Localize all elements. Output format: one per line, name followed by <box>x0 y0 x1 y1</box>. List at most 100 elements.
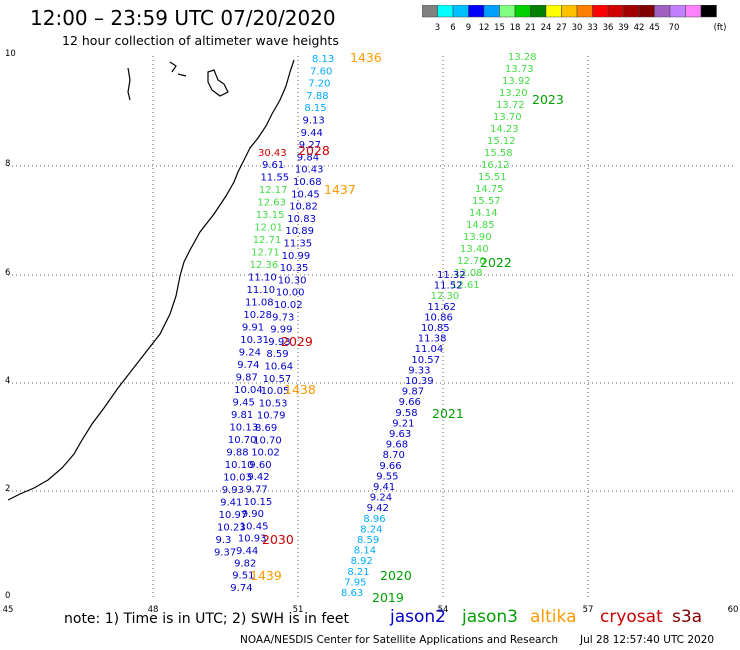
swh-label: 13.70 <box>493 112 522 123</box>
pass-number: 1437 <box>324 182 356 197</box>
swh-label: 11.52 <box>434 281 463 292</box>
swh-label: 11.32 <box>437 270 466 281</box>
swh-label: 10.04 <box>234 385 263 396</box>
swh-label: 9.74 <box>237 360 259 371</box>
swh-label: 15.57 <box>472 196 501 207</box>
swh-label: 14.14 <box>469 208 498 219</box>
swh-label: 11.38 <box>418 334 447 345</box>
swh-label: 9.42 <box>367 503 389 514</box>
scale-swatch <box>700 5 717 18</box>
swh-label: 10.35 <box>280 263 309 274</box>
swh-label: 12.71 <box>251 248 280 259</box>
swh-label: 7.60 <box>310 66 332 77</box>
swh-label: 9.90 <box>242 509 264 520</box>
x-tick-label: 45 <box>3 605 14 615</box>
island-outline <box>207 69 229 97</box>
y-tick-label: 6 <box>5 268 10 278</box>
swh-label: 8.69 <box>255 423 277 434</box>
swh-label: 9.41 <box>373 482 395 493</box>
swh-label: 12.70 <box>457 256 486 267</box>
scale-label: 42 <box>634 23 645 33</box>
scale-label: 3 <box>435 23 440 33</box>
swh-label: 8.96 <box>363 514 385 525</box>
swh-label: 10.70 <box>228 435 257 446</box>
x-tick-label: 54 <box>438 605 449 615</box>
swh-label: 12.08 <box>454 268 483 279</box>
swh-label: 13.40 <box>460 244 489 255</box>
swh-label: 9.3 <box>216 535 232 546</box>
island-outline <box>169 61 187 77</box>
scale-label: 6 <box>450 23 455 33</box>
swh-label: 9.99 <box>270 325 292 336</box>
swh-label: 11.55 <box>260 173 289 184</box>
swh-label: 9.93 <box>268 337 290 348</box>
footnote: note: 1) Time is in UTC; 2) SWH is in fe… <box>64 611 350 627</box>
scale-label: 45 <box>649 23 660 33</box>
swh-label: 10.23 <box>217 523 246 534</box>
swh-label: 11.62 <box>427 302 456 313</box>
swh-label: 10.45 <box>291 189 320 200</box>
swh-label: 8.15 <box>304 103 326 114</box>
swh-label: 10.02 <box>251 448 280 459</box>
cryosat-label: 30.43 <box>258 148 287 159</box>
scale-label: 15 <box>494 23 505 33</box>
swh-label: 10.79 <box>257 411 286 422</box>
pass-number: 1438 <box>284 382 316 397</box>
swh-label: 8.59 <box>266 349 288 360</box>
swh-label: 9.63 <box>389 429 411 440</box>
swh-label: 8.13 <box>312 54 334 65</box>
swh-label: 13.15 <box>256 210 285 221</box>
swh-label: 13.73 <box>505 64 534 75</box>
x-tick-label: 60 <box>728 605 739 615</box>
swh-label: 11.08 <box>245 298 274 309</box>
swh-label: 9.24 <box>370 493 392 504</box>
pass-number: 1436 <box>350 50 382 65</box>
timestamp: Jul 28 12:57:40 UTC 2020 <box>580 634 715 646</box>
y-tick-label: 2 <box>5 484 10 494</box>
swh-label: 15.12 <box>487 136 516 147</box>
grid-lines <box>8 56 733 600</box>
swh-label: 10.93 <box>238 534 267 545</box>
legend-jason2: jason2 <box>390 607 446 627</box>
pass-number: 1439 <box>250 568 282 583</box>
swh-label: 9.37 <box>214 548 236 559</box>
swh-label: 9.81 <box>231 410 253 421</box>
scale-label: 21 <box>525 23 536 33</box>
swh-label: 10.03 <box>223 473 252 484</box>
swh-label: 10.31 <box>240 335 269 346</box>
x-tick-label: 51 <box>293 605 304 615</box>
swh-label: 10.82 <box>289 202 318 213</box>
swh-label: 10.57 <box>411 355 440 366</box>
legend-s3a: s3a <box>672 607 703 627</box>
legend-jason3: jason3 <box>462 607 518 627</box>
swh-label: 9.58 <box>395 408 417 419</box>
swh-label: 9.41 <box>220 498 242 509</box>
swh-label: 10.05 <box>261 386 290 397</box>
swh-label: 9.84 <box>297 152 319 163</box>
swh-label: 10.00 <box>276 288 305 299</box>
swh-label: 9.21 <box>392 418 414 429</box>
scale-label: 12 <box>479 23 490 33</box>
y-tick-label: 0 <box>5 591 10 601</box>
swh-label: 9.74 <box>230 583 252 594</box>
swh-label: 9.27 <box>299 140 321 151</box>
swh-label: 10.97 <box>219 510 248 521</box>
page-title: 12:00 – 23:59 UTC 07/20/2020 <box>30 6 336 30</box>
swh-label: 12.36 <box>250 260 279 271</box>
swh-label: 10.30 <box>278 275 307 286</box>
swh-label: 13.92 <box>502 76 531 87</box>
swh-label: 11.04 <box>415 344 444 355</box>
scale-label: 36 <box>603 23 614 33</box>
swh-label: 13.90 <box>463 232 492 243</box>
legend-altika: altika <box>530 607 577 627</box>
swh-label: 9.82 <box>234 558 256 569</box>
swh-label: 9.33 <box>408 365 430 376</box>
swh-label: 10.15 <box>244 497 273 508</box>
swh-label: 13.20 <box>499 88 528 99</box>
axis-ticks: 45 48 51 54 57 60 0 2 4 6 8 10 <box>3 49 739 615</box>
swh-label: 16.12 <box>481 160 510 171</box>
swh-label: 7.88 <box>306 91 328 102</box>
swh-label: 12.63 <box>257 198 286 209</box>
y-tick-label: 10 <box>5 49 16 59</box>
